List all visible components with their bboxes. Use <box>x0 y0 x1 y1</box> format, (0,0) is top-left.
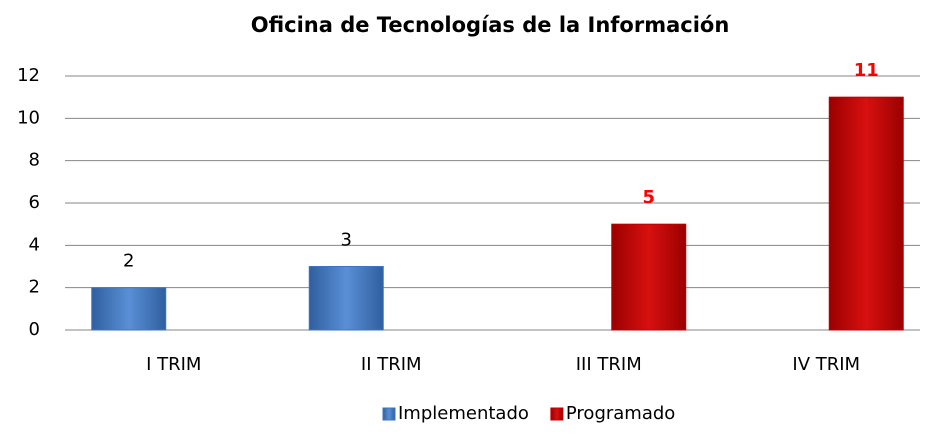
y-tick-label: 6 <box>29 192 40 213</box>
legend-label: Implementado <box>398 403 529 424</box>
bar <box>611 223 687 331</box>
data-label: 5 <box>642 187 655 208</box>
y-tick-label: 2 <box>29 277 40 298</box>
x-tick-label: III TRIM <box>576 354 642 375</box>
x-tick-label: I TRIM <box>146 354 201 375</box>
legend-swatch <box>550 407 564 421</box>
legend-label: Programado <box>566 403 675 424</box>
chart-title: Oficina de Tecnologías de la Información <box>251 13 730 37</box>
legend-swatch <box>382 407 396 421</box>
bar <box>91 287 167 331</box>
y-tick-label: 8 <box>29 150 40 171</box>
x-tick-label: II TRIM <box>361 354 422 375</box>
data-label: 2 <box>123 251 134 272</box>
y-tick-label: 12 <box>17 65 40 86</box>
bar <box>308 266 384 331</box>
data-label: 3 <box>341 230 352 251</box>
y-tick-label: 4 <box>29 234 40 255</box>
bar <box>828 96 904 331</box>
x-tick-label: IV TRIM <box>792 354 860 375</box>
y-tick-label: 0 <box>29 319 40 340</box>
data-label: 11 <box>854 60 879 81</box>
y-tick-label: 10 <box>17 107 40 128</box>
